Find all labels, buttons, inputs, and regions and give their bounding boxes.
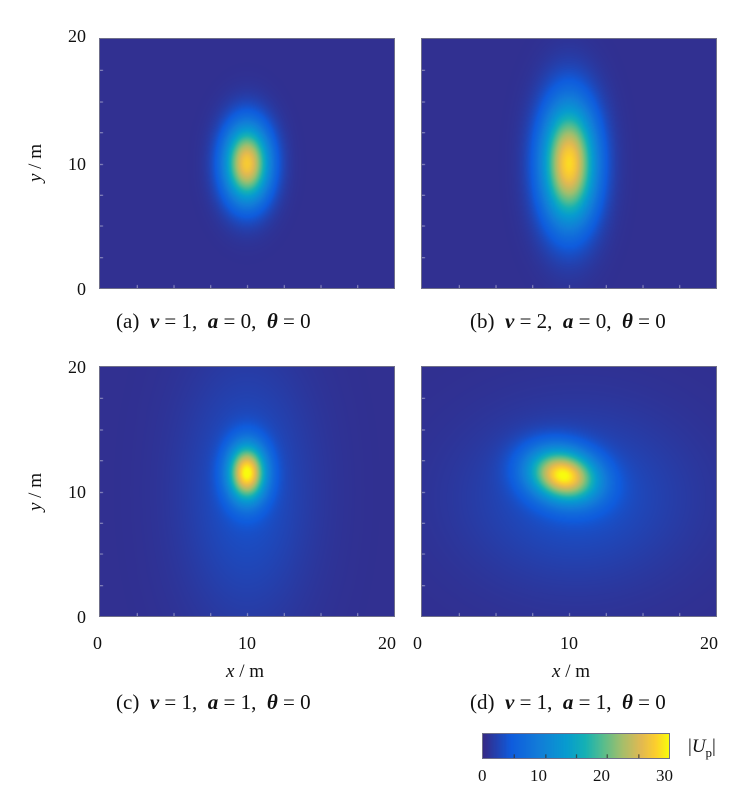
xtick-d-20: 20 [700, 633, 718, 653]
caption-b: (b) v = 2, a = 0, θ = 0 [470, 309, 666, 333]
xlabel-d: x / m [552, 661, 590, 682]
xlabel-c: x / m [226, 661, 264, 682]
caption-a: (a) v = 1, a = 0, θ = 0 [116, 309, 311, 333]
colorbar-tick-30: 30 [656, 766, 673, 785]
ytick-a-20: 20 [68, 26, 86, 46]
ytick-c-10: 10 [68, 482, 86, 502]
heatmap-c [99, 366, 395, 617]
xtick-d-10: 10 [560, 633, 578, 653]
xtick-c-20: 20 [378, 633, 396, 653]
xtick-c-0: 0 [93, 633, 102, 653]
ytick-c-0: 0 [77, 607, 86, 627]
heatmap-b [421, 38, 717, 289]
ylabel-c: y / m [25, 473, 46, 511]
ylabel-a: y / m [25, 144, 46, 182]
caption-d: (d) v = 1, a = 1, θ = 0 [470, 690, 666, 714]
colorbar-tick-20: 20 [593, 766, 610, 785]
colorbar-tick-10: 10 [530, 766, 547, 785]
heatmap-a [99, 38, 395, 289]
heatmap-d [421, 366, 717, 617]
xtick-c-10: 10 [238, 633, 256, 653]
colorbar [482, 733, 670, 759]
ytick-a-10: 10 [68, 154, 86, 174]
xtick-d-0: 0 [413, 633, 422, 653]
ytick-c-20: 20 [68, 357, 86, 377]
caption-c: (c) v = 1, a = 1, θ = 0 [116, 690, 311, 714]
colorbar-tick-0: 0 [478, 766, 487, 785]
colorbar-label: |Up| [688, 736, 716, 760]
ytick-a-0: 0 [77, 279, 86, 299]
